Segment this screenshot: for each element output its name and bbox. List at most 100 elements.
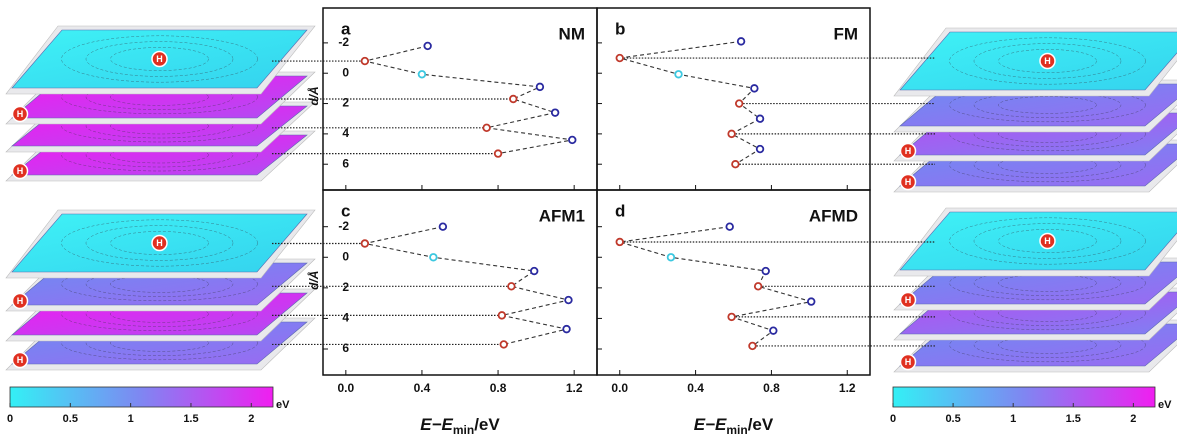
y-tick-label: 6: [342, 341, 349, 355]
data-point: [807, 297, 816, 306]
atom-label: H: [1044, 236, 1051, 246]
y-tick-label: -2: [338, 35, 349, 49]
atom-label: H: [156, 54, 163, 64]
x-label-sub: min: [453, 423, 474, 437]
panel-frame: [596, 189, 871, 376]
atom-badge: [11, 292, 29, 310]
data-point: [417, 70, 427, 79]
x-tick-label: 0.0: [611, 381, 628, 395]
atom-badge: [11, 162, 29, 180]
y-tick-label: 2: [342, 280, 349, 294]
colorbar-tick-label: 2: [248, 413, 254, 425]
data-point: [750, 84, 759, 93]
contour: [61, 138, 258, 172]
colorbar-tick-label: 1.5: [183, 413, 198, 425]
colorbar-tick-label: 1.5: [1066, 413, 1081, 425]
colorbar-unit: eV: [276, 399, 290, 411]
contour: [973, 43, 1122, 79]
atom-label: H: [905, 357, 912, 367]
data-point: [423, 41, 432, 51]
colorbar: [9, 386, 274, 408]
contour: [973, 152, 1122, 178]
contour: [998, 229, 1097, 253]
atom-badge: [899, 142, 917, 160]
data-point: [755, 114, 765, 123]
data-point: [674, 70, 683, 79]
data-point: [360, 239, 370, 248]
data-point: [429, 253, 438, 262]
contour: [949, 37, 1146, 85]
y-tick-label: 6: [342, 156, 349, 170]
data-point: [550, 108, 560, 117]
contour: [998, 49, 1097, 73]
atom-label: H: [17, 296, 24, 306]
contour: [949, 217, 1146, 265]
contour: [85, 301, 234, 327]
colorbar-tick-label: 0: [7, 413, 13, 425]
contour: [85, 142, 234, 168]
data-point: [736, 37, 746, 46]
data-point: [761, 266, 770, 276]
contour: [973, 121, 1122, 147]
colorbar-tick-label: 0.5: [945, 413, 960, 425]
contour: [85, 330, 234, 356]
colorbar-tick-label: 1: [128, 413, 134, 425]
atom-badge: [151, 234, 168, 252]
data-point: [731, 160, 740, 169]
x-tick-label: 0.0: [337, 381, 354, 395]
x-tick-label: 1.2: [566, 381, 583, 395]
atom-label: H: [905, 295, 912, 305]
data-point: [753, 282, 763, 291]
contour: [973, 270, 1122, 296]
colorbar: [892, 386, 1156, 408]
x-tick-label: 1.2: [839, 381, 856, 395]
contour: [110, 47, 209, 71]
atom-badge: [151, 50, 168, 68]
contour: [973, 332, 1122, 358]
contour: [61, 109, 258, 143]
atom-badge: [11, 105, 29, 123]
y-axis-label: d/Å: [307, 271, 321, 290]
data-point: [562, 324, 571, 334]
x-label-sub: min: [726, 423, 747, 437]
contour: [85, 271, 234, 297]
panel-title: AFMD: [809, 206, 858, 225]
contour: [998, 96, 1097, 114]
data-point: [499, 340, 508, 349]
colorbar-unit: eV: [1158, 399, 1172, 411]
contour: [85, 225, 234, 261]
contour: [61, 219, 258, 267]
y-tick-label: -2: [338, 219, 349, 233]
atom-badge: [11, 351, 29, 369]
data-point: [748, 341, 757, 351]
y-tick-label: 4: [342, 126, 349, 140]
data-line: [619, 226, 812, 347]
contour: [973, 300, 1122, 326]
atom-label: H: [17, 109, 24, 119]
y-tick-label: 2: [342, 96, 349, 110]
contour: [85, 41, 234, 77]
x-label-main: E−E: [420, 415, 453, 434]
x-label-main: E−E: [694, 415, 727, 434]
data-point: [482, 123, 491, 133]
atom-label: H: [905, 146, 912, 156]
y-tick-label: 4: [342, 311, 349, 325]
x-label-unit: /eV: [474, 415, 500, 434]
data-point: [535, 82, 545, 92]
colorbar-tick-label: 0.5: [63, 413, 78, 425]
atom-label: H: [1044, 56, 1051, 66]
data-point: [509, 94, 518, 104]
contour: [85, 84, 234, 110]
data-point: [564, 295, 573, 305]
data-point: [507, 282, 516, 291]
atom-badge: [899, 353, 917, 371]
data-point: [493, 149, 503, 158]
x-tick-label: 0.8: [490, 381, 507, 395]
atom-badge: [1039, 232, 1056, 250]
atom-label: H: [905, 177, 912, 187]
contour: [973, 223, 1122, 259]
y-axis-label: d/Å: [307, 86, 321, 105]
atom-label: H: [17, 355, 24, 365]
panel-title: FM: [833, 24, 858, 43]
